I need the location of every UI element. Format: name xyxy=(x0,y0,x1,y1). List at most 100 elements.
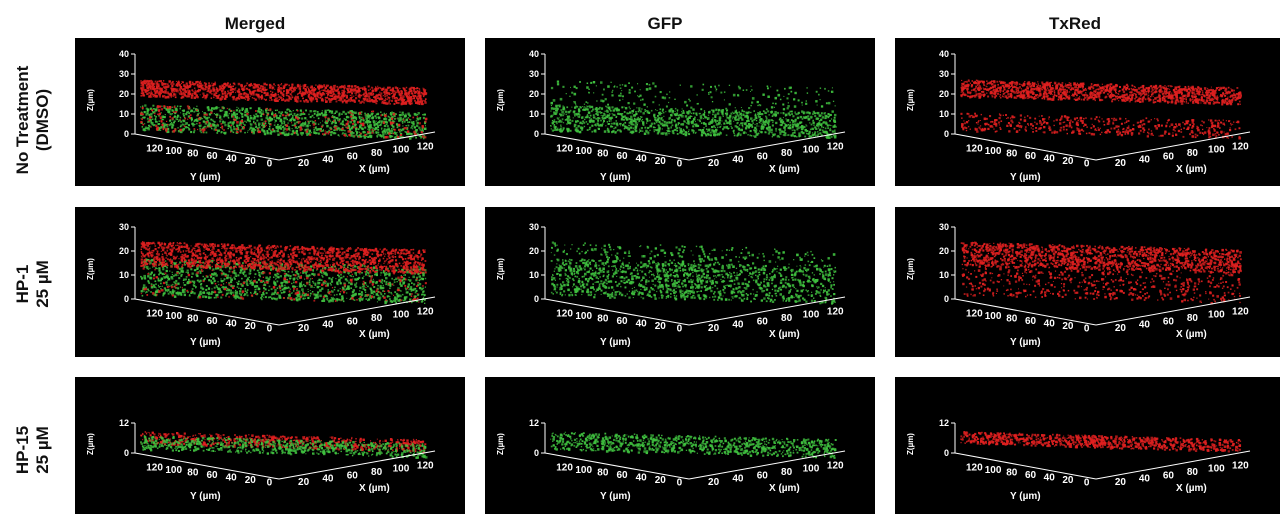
z-tick-label: 10 xyxy=(119,270,129,280)
z-tick-label: 30 xyxy=(529,222,539,232)
x-tick-label: 80 xyxy=(371,148,383,159)
z-tick-label: 12 xyxy=(939,418,949,428)
y-tick-label: 80 xyxy=(597,467,609,478)
y-tick-label: 120 xyxy=(556,462,573,473)
x-axis-label: X (µm) xyxy=(1176,483,1207,494)
y-tick-label: 40 xyxy=(1044,319,1056,330)
z-tick-label: 40 xyxy=(529,49,539,59)
x-tick-label: 120 xyxy=(1232,460,1249,471)
x-axis-label: X (µm) xyxy=(769,483,800,494)
z-tick-label: 20 xyxy=(119,246,129,256)
x-tick-label: 80 xyxy=(781,467,793,478)
z-tick-label: 30 xyxy=(939,69,949,79)
y-tick-label: 20 xyxy=(655,321,667,332)
y-tick-label: 100 xyxy=(985,146,1002,157)
x-tick-label: 60 xyxy=(347,316,359,327)
x-tick-label: 80 xyxy=(1187,467,1199,478)
x-tick-label: 20 xyxy=(708,477,720,488)
y-tick-label: 60 xyxy=(206,470,218,481)
x-tick-label: 80 xyxy=(371,313,383,324)
y-tick-label: 80 xyxy=(1006,467,1018,478)
z-tick-label: 30 xyxy=(119,69,129,79)
y-axis-label: Y (µm) xyxy=(600,337,631,348)
x-tick-label: 60 xyxy=(347,151,359,162)
z-axis-label: Z(µm) xyxy=(86,433,95,455)
column-header-gfp: GFP xyxy=(485,14,845,34)
x-axis-label: X (µm) xyxy=(359,483,390,494)
x-tick-label: 20 xyxy=(1115,477,1127,488)
y-tick-label: 60 xyxy=(1025,151,1037,162)
z-tick-label: 12 xyxy=(119,418,129,428)
y-tick-label: 20 xyxy=(1062,321,1074,332)
x-tick-label: 120 xyxy=(827,141,844,152)
column-header-txred: TxRed xyxy=(895,14,1255,34)
x-tick-label: 40 xyxy=(732,155,744,166)
y-tick-label: 120 xyxy=(146,462,163,473)
y-tick-label: 0 xyxy=(267,159,273,170)
y-tick-label: 0 xyxy=(267,324,273,335)
z-tick-label: 40 xyxy=(119,49,129,59)
y-tick-label: 0 xyxy=(677,478,683,489)
z-axis-label: Z(µm) xyxy=(906,89,915,111)
y-tick-label: 100 xyxy=(575,465,592,476)
x-tick-label: 20 xyxy=(1115,323,1127,334)
y-tick-label: 40 xyxy=(636,319,648,330)
y-tick-label: 20 xyxy=(655,475,667,486)
y-tick-label: 60 xyxy=(616,151,628,162)
x-tick-label: 40 xyxy=(322,155,334,166)
y-tick-label: 40 xyxy=(226,319,238,330)
y-axis-label: Y (µm) xyxy=(600,172,631,183)
y-tick-label: 20 xyxy=(245,475,257,486)
z-tick-label: 40 xyxy=(939,49,949,59)
z-tick-label: 20 xyxy=(529,246,539,256)
x-tick-label: 80 xyxy=(371,467,383,478)
y-tick-label: 80 xyxy=(187,313,199,324)
y-tick-label: 60 xyxy=(616,470,628,481)
y-tick-label: 120 xyxy=(556,143,573,154)
z-axis-label: Z(µm) xyxy=(496,89,505,111)
z-tick-label: 20 xyxy=(939,246,949,256)
y-tick-label: 0 xyxy=(1084,159,1090,170)
y-tick-label: 40 xyxy=(1044,154,1056,165)
y-axis-label: Y (µm) xyxy=(190,172,221,183)
x-tick-label: 20 xyxy=(298,158,310,169)
x-tick-label: 100 xyxy=(803,145,820,156)
x-tick-label: 20 xyxy=(708,323,720,334)
z-axis-label: Z(µm) xyxy=(906,258,915,280)
x-tick-label: 60 xyxy=(757,151,769,162)
x-tick-label: 100 xyxy=(393,310,410,321)
x-tick-label: 80 xyxy=(1187,148,1199,159)
row-label-line2: (DMSO) xyxy=(33,45,53,195)
z-tick-label: 30 xyxy=(119,222,129,232)
z-tick-label: 10 xyxy=(119,109,129,119)
row-label-line1: HP-15 xyxy=(13,375,33,525)
x-tick-label: 60 xyxy=(347,470,359,481)
x-tick-label: 100 xyxy=(1208,145,1225,156)
z-axis-label: Z(µm) xyxy=(906,433,915,455)
x-tick-label: 40 xyxy=(322,320,334,331)
x-tick-label: 20 xyxy=(298,477,310,488)
y-axis-label: Y (µm) xyxy=(1010,172,1041,183)
z-tick-label: 0 xyxy=(124,294,129,304)
z-tick-label: 0 xyxy=(534,129,539,139)
x-tick-label: 120 xyxy=(1232,141,1249,152)
x-tick-label: 80 xyxy=(781,313,793,324)
y-tick-label: 100 xyxy=(165,311,182,322)
x-tick-label: 60 xyxy=(757,316,769,327)
x-axis-label: X (µm) xyxy=(769,329,800,340)
row-label-line2: 25 µM xyxy=(33,375,53,525)
z-tick-label: 0 xyxy=(124,448,129,458)
y-tick-label: 20 xyxy=(1062,475,1074,486)
x-tick-label: 120 xyxy=(417,460,434,471)
z-tick-label: 30 xyxy=(939,222,949,232)
